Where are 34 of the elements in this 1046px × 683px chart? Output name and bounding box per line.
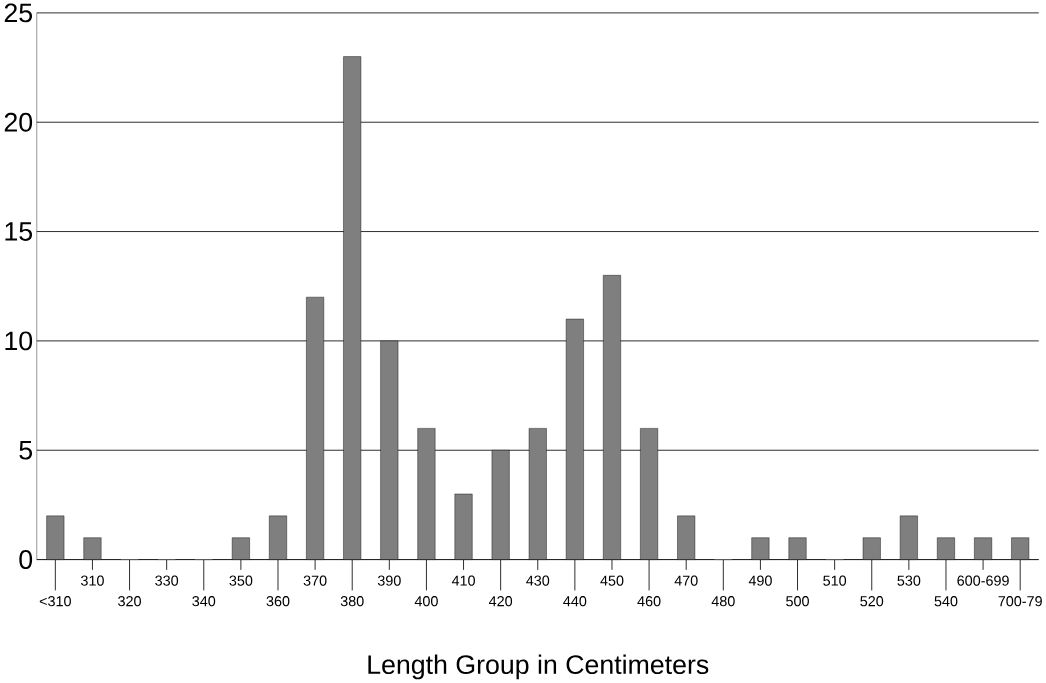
x-tick-label: 380 (340, 596, 364, 607)
x-tick-label: 520 (860, 596, 884, 607)
x-tick-label: 430 (526, 575, 550, 586)
x-tick-label: 400 (414, 596, 438, 607)
x-tick-label: 480 (711, 596, 735, 607)
x-axis-title: Length Group in Centimeters (368, 654, 709, 680)
x-tick-label: 320 (118, 596, 141, 607)
x-tick-label: <310 (39, 596, 71, 607)
x-tick-label: 510 (823, 575, 847, 586)
x-tick-label: 360 (266, 596, 290, 607)
x-tick-label: 500 (786, 596, 809, 607)
y-tick-label: 15 (5, 222, 33, 241)
y-tick-label: 0 (19, 550, 33, 570)
x-tick-label: 700-79 (998, 596, 1042, 607)
x-tick-label: 530 (897, 575, 921, 586)
x-tick-label: 420 (488, 596, 513, 607)
y-tick-label: 10 (5, 331, 33, 351)
x-tick-label: 330 (155, 575, 179, 586)
x-tick-label: 410 (451, 575, 475, 586)
x-tick-label: 600-699 (957, 575, 1009, 586)
x-tick-label: 540 (934, 596, 958, 607)
x-tick-label: 450 (600, 575, 624, 586)
x-tick-label: 310 (80, 575, 104, 586)
x-tick-label: 490 (748, 575, 772, 586)
y-tick-label: 25 (4, 3, 33, 23)
y-tick-label: 5 (19, 441, 33, 460)
x-tick-label: 350 (229, 575, 253, 586)
x-tick-label: 470 (674, 575, 698, 586)
x-tick-label: 340 (192, 596, 216, 607)
x-tick-label: 370 (303, 575, 327, 586)
x-tick-label: 390 (377, 575, 401, 586)
x-tick-label: 460 (637, 596, 661, 607)
x-tick-label: 440 (563, 596, 587, 607)
y-tick-label: 20 (4, 112, 33, 132)
